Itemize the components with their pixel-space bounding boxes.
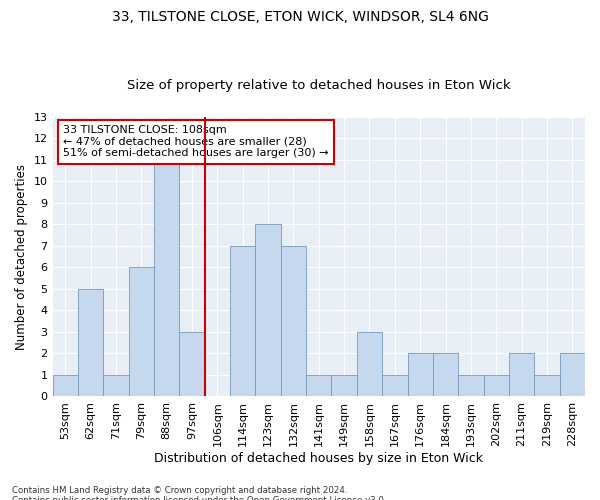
Text: 33, TILSTONE CLOSE, ETON WICK, WINDSOR, SL4 6NG: 33, TILSTONE CLOSE, ETON WICK, WINDSOR, … xyxy=(112,10,488,24)
Bar xyxy=(433,354,458,397)
Y-axis label: Number of detached properties: Number of detached properties xyxy=(15,164,28,350)
Bar xyxy=(382,375,407,396)
Bar xyxy=(281,246,306,396)
Bar xyxy=(331,375,357,396)
Bar xyxy=(306,375,331,396)
Bar xyxy=(407,354,433,397)
Text: Contains HM Land Registry data © Crown copyright and database right 2024.: Contains HM Land Registry data © Crown c… xyxy=(12,486,347,495)
Bar xyxy=(509,354,534,397)
Bar xyxy=(458,375,484,396)
Text: Contains public sector information licensed under the Open Government Licence v3: Contains public sector information licen… xyxy=(12,496,386,500)
Bar xyxy=(484,375,509,396)
X-axis label: Distribution of detached houses by size in Eton Wick: Distribution of detached houses by size … xyxy=(154,452,483,465)
Bar xyxy=(53,375,78,396)
Title: Size of property relative to detached houses in Eton Wick: Size of property relative to detached ho… xyxy=(127,79,511,92)
Bar xyxy=(230,246,256,396)
Bar xyxy=(256,224,281,396)
Bar xyxy=(534,375,560,396)
Text: 33 TILSTONE CLOSE: 108sqm
← 47% of detached houses are smaller (28)
51% of semi-: 33 TILSTONE CLOSE: 108sqm ← 47% of detac… xyxy=(63,125,329,158)
Bar xyxy=(154,160,179,396)
Bar xyxy=(78,289,103,397)
Bar xyxy=(128,268,154,396)
Bar xyxy=(560,354,585,397)
Bar xyxy=(357,332,382,396)
Bar xyxy=(103,375,128,396)
Bar xyxy=(179,332,205,396)
